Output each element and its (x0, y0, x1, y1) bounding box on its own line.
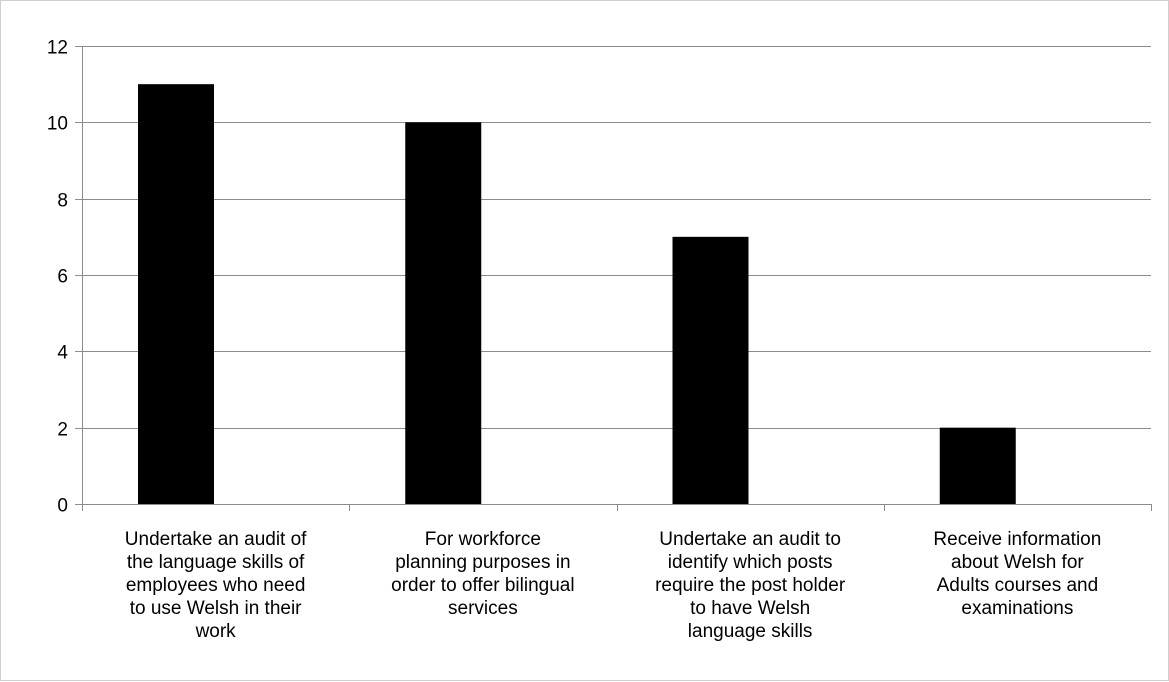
gridlines (82, 46, 1151, 429)
axes (82, 46, 1152, 511)
category-label-line: Undertake an audit of (125, 529, 307, 550)
y-tick-label: 6 (57, 267, 68, 288)
category-label-line: language skills (688, 621, 813, 642)
bar (138, 84, 214, 505)
category-label: Undertake an audit to identify which post… (655, 529, 846, 642)
y-tick-label: 8 (57, 191, 68, 212)
y-tick-label: 0 (57, 496, 68, 517)
category-label: For workforce planning purposes in order t… (391, 529, 574, 619)
category-label-line: to use Welsh in their (130, 598, 302, 619)
category-label-line: to have Welsh (690, 598, 810, 619)
category-label-line: identify which posts (668, 552, 833, 573)
bar (405, 122, 482, 504)
category-label-line: order to offer bilingual (391, 575, 574, 596)
y-tick-label: 12 (47, 38, 68, 59)
category-label-line: require the post holder (655, 575, 846, 596)
category-label-line: work (195, 621, 237, 642)
category-label-line: Adults courses and (937, 575, 1099, 596)
category-label-line: Undertake an audit to (659, 529, 841, 550)
bar (939, 427, 1016, 504)
y-tick-label: 4 (57, 343, 68, 364)
y-tick-label: 2 (57, 420, 68, 441)
category-label-line: examinations (961, 598, 1073, 619)
category-label: Receive information about Welsh for Adults… (933, 529, 1101, 619)
category-label-line: For workforce (425, 529, 541, 550)
category-label-line: about Welsh for (951, 552, 1084, 573)
category-label-line: employees who need (126, 575, 306, 596)
category-label-line: services (448, 598, 518, 619)
y-tick-labels: 0 2 4 6 8 10 12 (47, 38, 82, 517)
bars (138, 84, 1016, 505)
y-tick-label: 10 (47, 114, 68, 135)
bar (672, 236, 749, 505)
category-label-line: the language skills of (127, 552, 305, 573)
category-label-line: planning purposes in (395, 552, 570, 573)
category-label-line: Receive information (933, 529, 1101, 550)
category-labels: Undertake an audit of the language skills… (125, 529, 1102, 642)
category-label: Undertake an audit of the language skills… (125, 529, 307, 642)
